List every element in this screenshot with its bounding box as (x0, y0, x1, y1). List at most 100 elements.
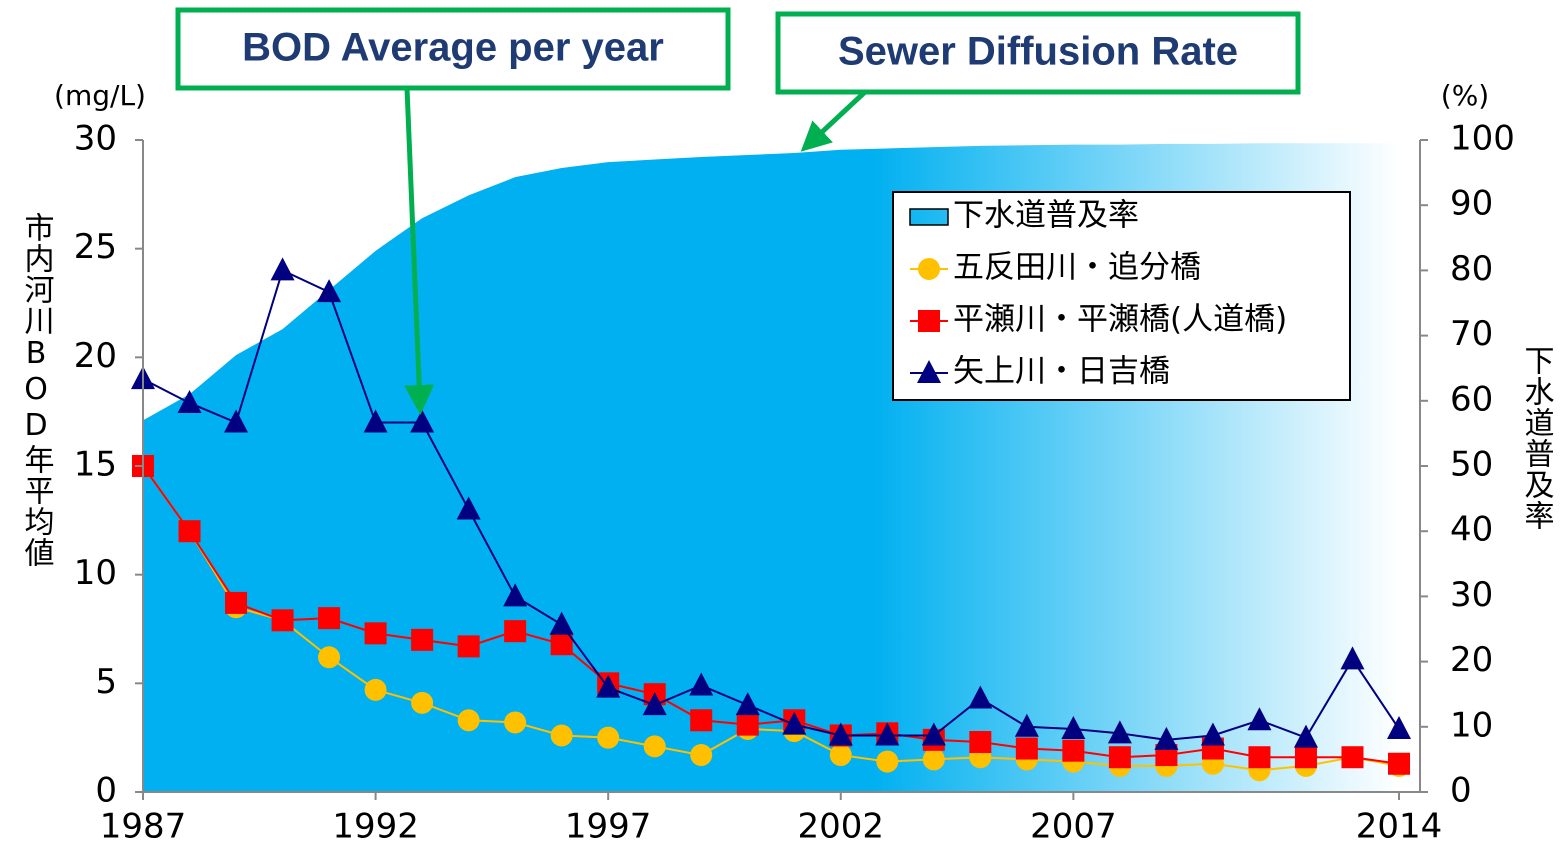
point (1014, 713, 1039, 737)
y2-tick-label: 50 (1450, 445, 1493, 485)
point (1387, 715, 1411, 739)
legend-marker (918, 258, 940, 280)
annotation-box (775, 11, 1301, 95)
point (364, 678, 387, 701)
annotation-arrow (404, 87, 435, 415)
point (921, 722, 946, 746)
point (411, 691, 434, 714)
annotation: Sewer Diffusion Rate (838, 30, 1238, 74)
point (689, 672, 714, 696)
point (969, 731, 992, 754)
point (642, 692, 667, 716)
legend-label: 矢上川・日吉橋 (953, 354, 1170, 390)
point (457, 709, 480, 732)
y-tick-label: 10 (74, 553, 117, 593)
legend-label: 平瀬川・平瀬橋(人道橋) (953, 302, 1287, 338)
legend (892, 191, 1351, 401)
x-tick-label: 2007 (1030, 807, 1117, 847)
y2-tick-label: 80 (1450, 249, 1493, 289)
point (1154, 726, 1179, 750)
point (1107, 720, 1132, 744)
point (550, 724, 573, 747)
x-tick-label: 1992 (332, 807, 419, 847)
point (1061, 715, 1086, 739)
y2-tick-label: 20 (1450, 640, 1493, 680)
legend-marker (917, 360, 941, 383)
point (549, 611, 574, 635)
point (363, 409, 388, 433)
y-tick-label: 5 (95, 662, 117, 702)
y2-tick-label: 100 (1450, 119, 1515, 159)
point (968, 685, 993, 709)
y-tick-label: 30 (74, 119, 117, 159)
point (1248, 746, 1271, 769)
x-tick-label: 1997 (565, 807, 652, 847)
point (503, 583, 528, 607)
point (1341, 746, 1364, 769)
y2-tick-label: 10 (1450, 705, 1493, 745)
y-unit: (mg/L) (54, 79, 146, 112)
y-tick-label: 0 (95, 771, 117, 811)
point (736, 713, 759, 736)
line (142, 465, 1400, 772)
point (1108, 746, 1131, 769)
x-tick-label: 2014 (1356, 807, 1443, 847)
x-tick-label: 2002 (798, 807, 885, 847)
y-tick-label: 25 (74, 227, 117, 267)
point (643, 735, 666, 758)
y2-tick-label: 90 (1450, 184, 1493, 224)
point (596, 674, 621, 698)
y2-tick-label: 0 (1450, 771, 1472, 811)
annotation-arrow (800, 90, 867, 152)
y-axis-label: 市内河川BOD年平均値 (19, 212, 55, 568)
point (317, 279, 342, 303)
point (456, 496, 481, 520)
point (1294, 746, 1317, 769)
point (1015, 737, 1038, 760)
y2-tick-label: 70 (1450, 314, 1493, 354)
annotation-box (175, 7, 731, 91)
point (411, 628, 434, 651)
point (1247, 707, 1272, 731)
point (504, 711, 527, 734)
point (318, 646, 341, 669)
legend-marker (918, 310, 940, 332)
point (318, 607, 341, 630)
point (1340, 646, 1365, 670)
point (875, 722, 900, 746)
legend-label: 五反田川・追分橋 (953, 250, 1201, 286)
point (782, 711, 807, 735)
point (457, 635, 480, 658)
x-tick-label: 1987 (100, 807, 187, 847)
line (142, 269, 1400, 741)
y-tick-label: 20 (74, 336, 117, 376)
point (550, 633, 573, 656)
point (690, 709, 713, 732)
point (177, 389, 202, 413)
point (735, 692, 760, 716)
point (690, 744, 713, 767)
point (829, 744, 852, 767)
point (224, 409, 249, 433)
point (1062, 739, 1085, 762)
point (828, 722, 853, 746)
point (1200, 722, 1225, 746)
annotation: BOD Average per year (242, 26, 664, 70)
point (597, 726, 620, 749)
y-tick-label: 15 (74, 445, 117, 485)
line (142, 465, 1400, 765)
point (178, 520, 201, 543)
point (364, 622, 387, 645)
y2-tick-label: 30 (1450, 575, 1493, 615)
point (504, 620, 527, 643)
point (225, 591, 248, 614)
point (876, 750, 899, 773)
legend-label: 下水道普及率 (953, 198, 1139, 234)
y2-tick-label: 40 (1450, 510, 1493, 550)
y2-tick-label: 60 (1450, 379, 1493, 419)
point (271, 609, 294, 632)
y2-axis-label: 下水道普及率 (1519, 345, 1554, 531)
point (1388, 752, 1410, 775)
